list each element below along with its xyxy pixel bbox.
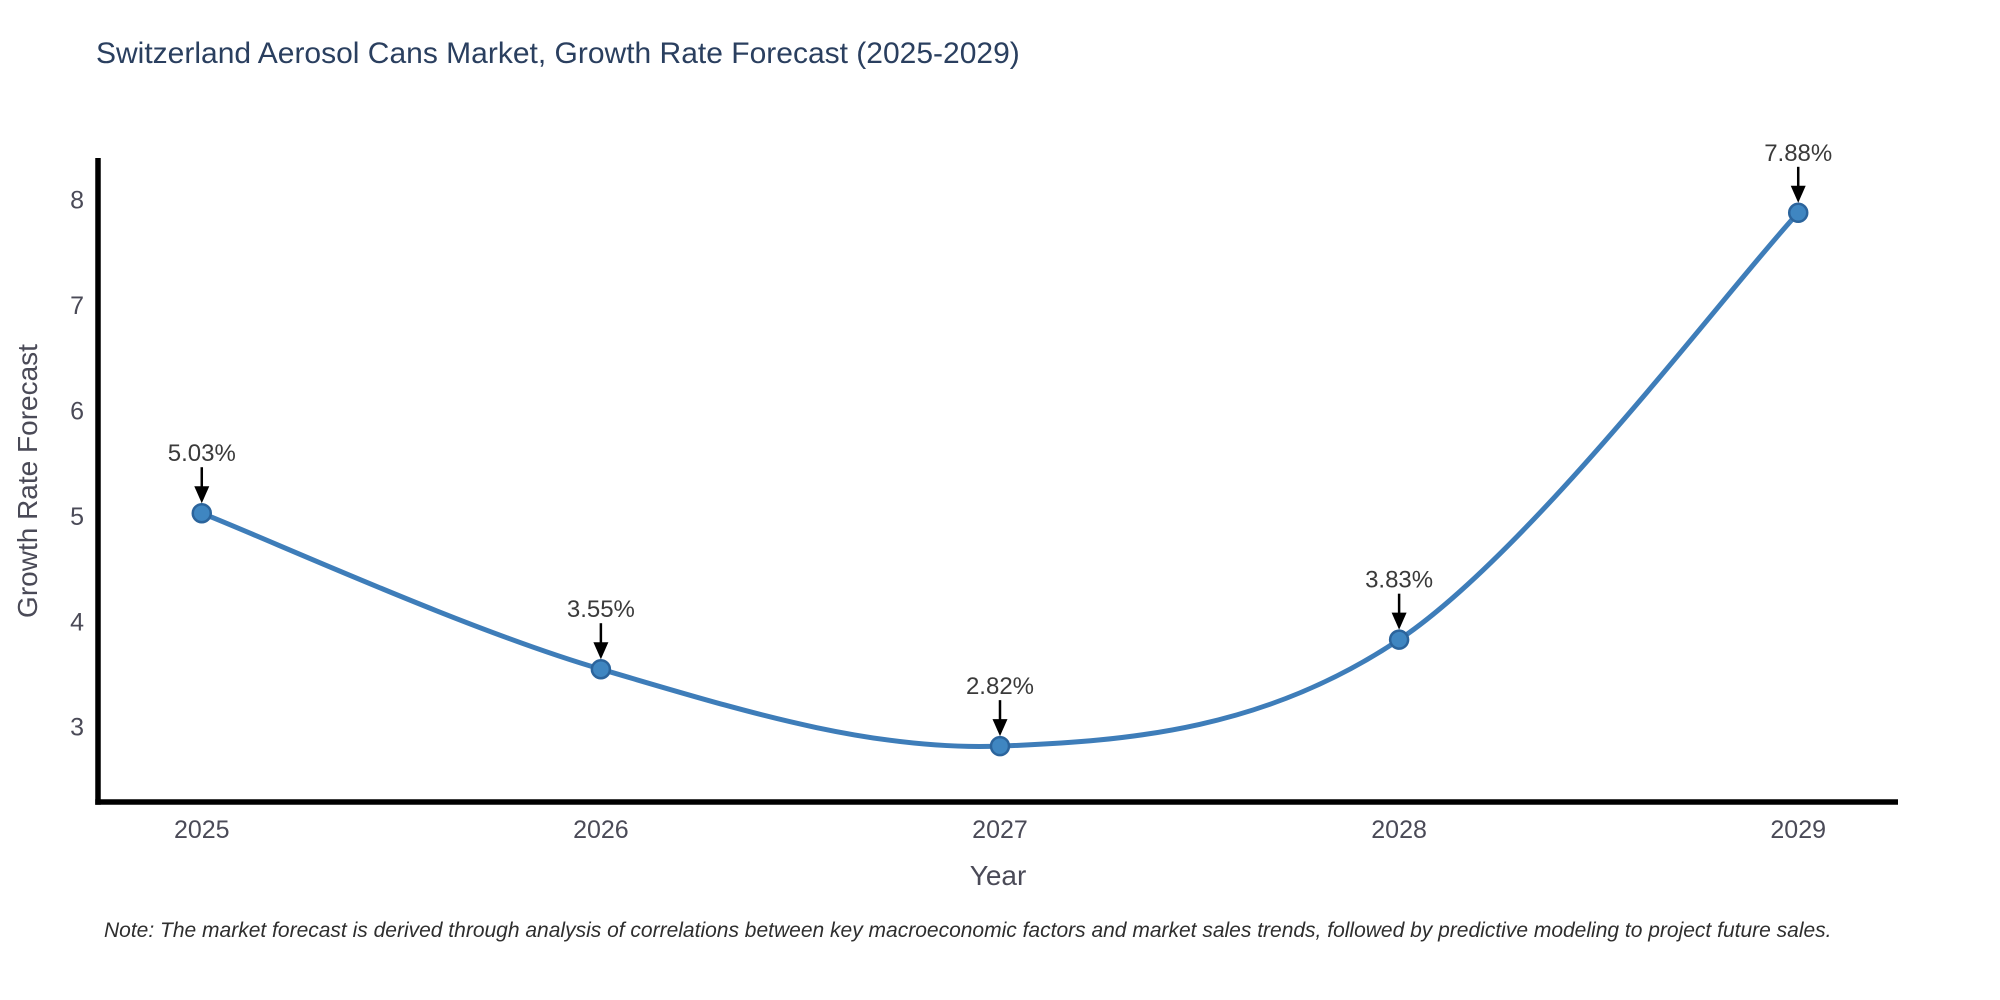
x-tick-label: 2029 <box>1770 816 1826 844</box>
point-annotation-label: 3.55% <box>567 596 635 623</box>
x-tick-label: 2026 <box>573 816 629 844</box>
y-tick-label: 7 <box>70 292 84 320</box>
annotation-arrow-head <box>992 719 1008 737</box>
data-point-marker <box>191 502 213 524</box>
annotation-arrow-head <box>194 486 210 504</box>
forecast-line <box>199 210 1801 749</box>
y-axis-title: Growth Rate Forecast <box>12 344 43 618</box>
annotation-arrow-head <box>593 642 609 660</box>
x-tick-label: 2028 <box>1371 816 1427 844</box>
x-tick-label: 2027 <box>972 816 1028 844</box>
point-annotation-label: 7.88% <box>1764 140 1832 167</box>
footnote: Note: The market forecast is derived thr… <box>104 919 1832 942</box>
x-axis-title: Year <box>969 860 1027 891</box>
point-annotation-label: 2.82% <box>966 673 1034 700</box>
y-tick-label: 6 <box>70 397 84 425</box>
data-point-marker <box>590 658 612 680</box>
chart-title: Switzerland Aerosol Cans Market, Growth … <box>96 37 1020 70</box>
point-annotation-label: 5.03% <box>168 440 236 467</box>
y-tick-label: 4 <box>70 608 84 636</box>
data-point-marker <box>1388 629 1410 650</box>
data-point-marker <box>989 735 1011 757</box>
y-tick-label: 3 <box>70 714 84 742</box>
y-tick-label: 8 <box>70 187 84 215</box>
y-tick-label: 5 <box>70 503 84 531</box>
annotation-arrow-head <box>1391 612 1407 630</box>
annotation-arrow-head <box>1790 185 1806 203</box>
point-annotation-label: 3.83% <box>1365 567 1433 594</box>
x-tick-label: 2025 <box>174 816 230 844</box>
data-point-marker <box>1787 202 1809 224</box>
